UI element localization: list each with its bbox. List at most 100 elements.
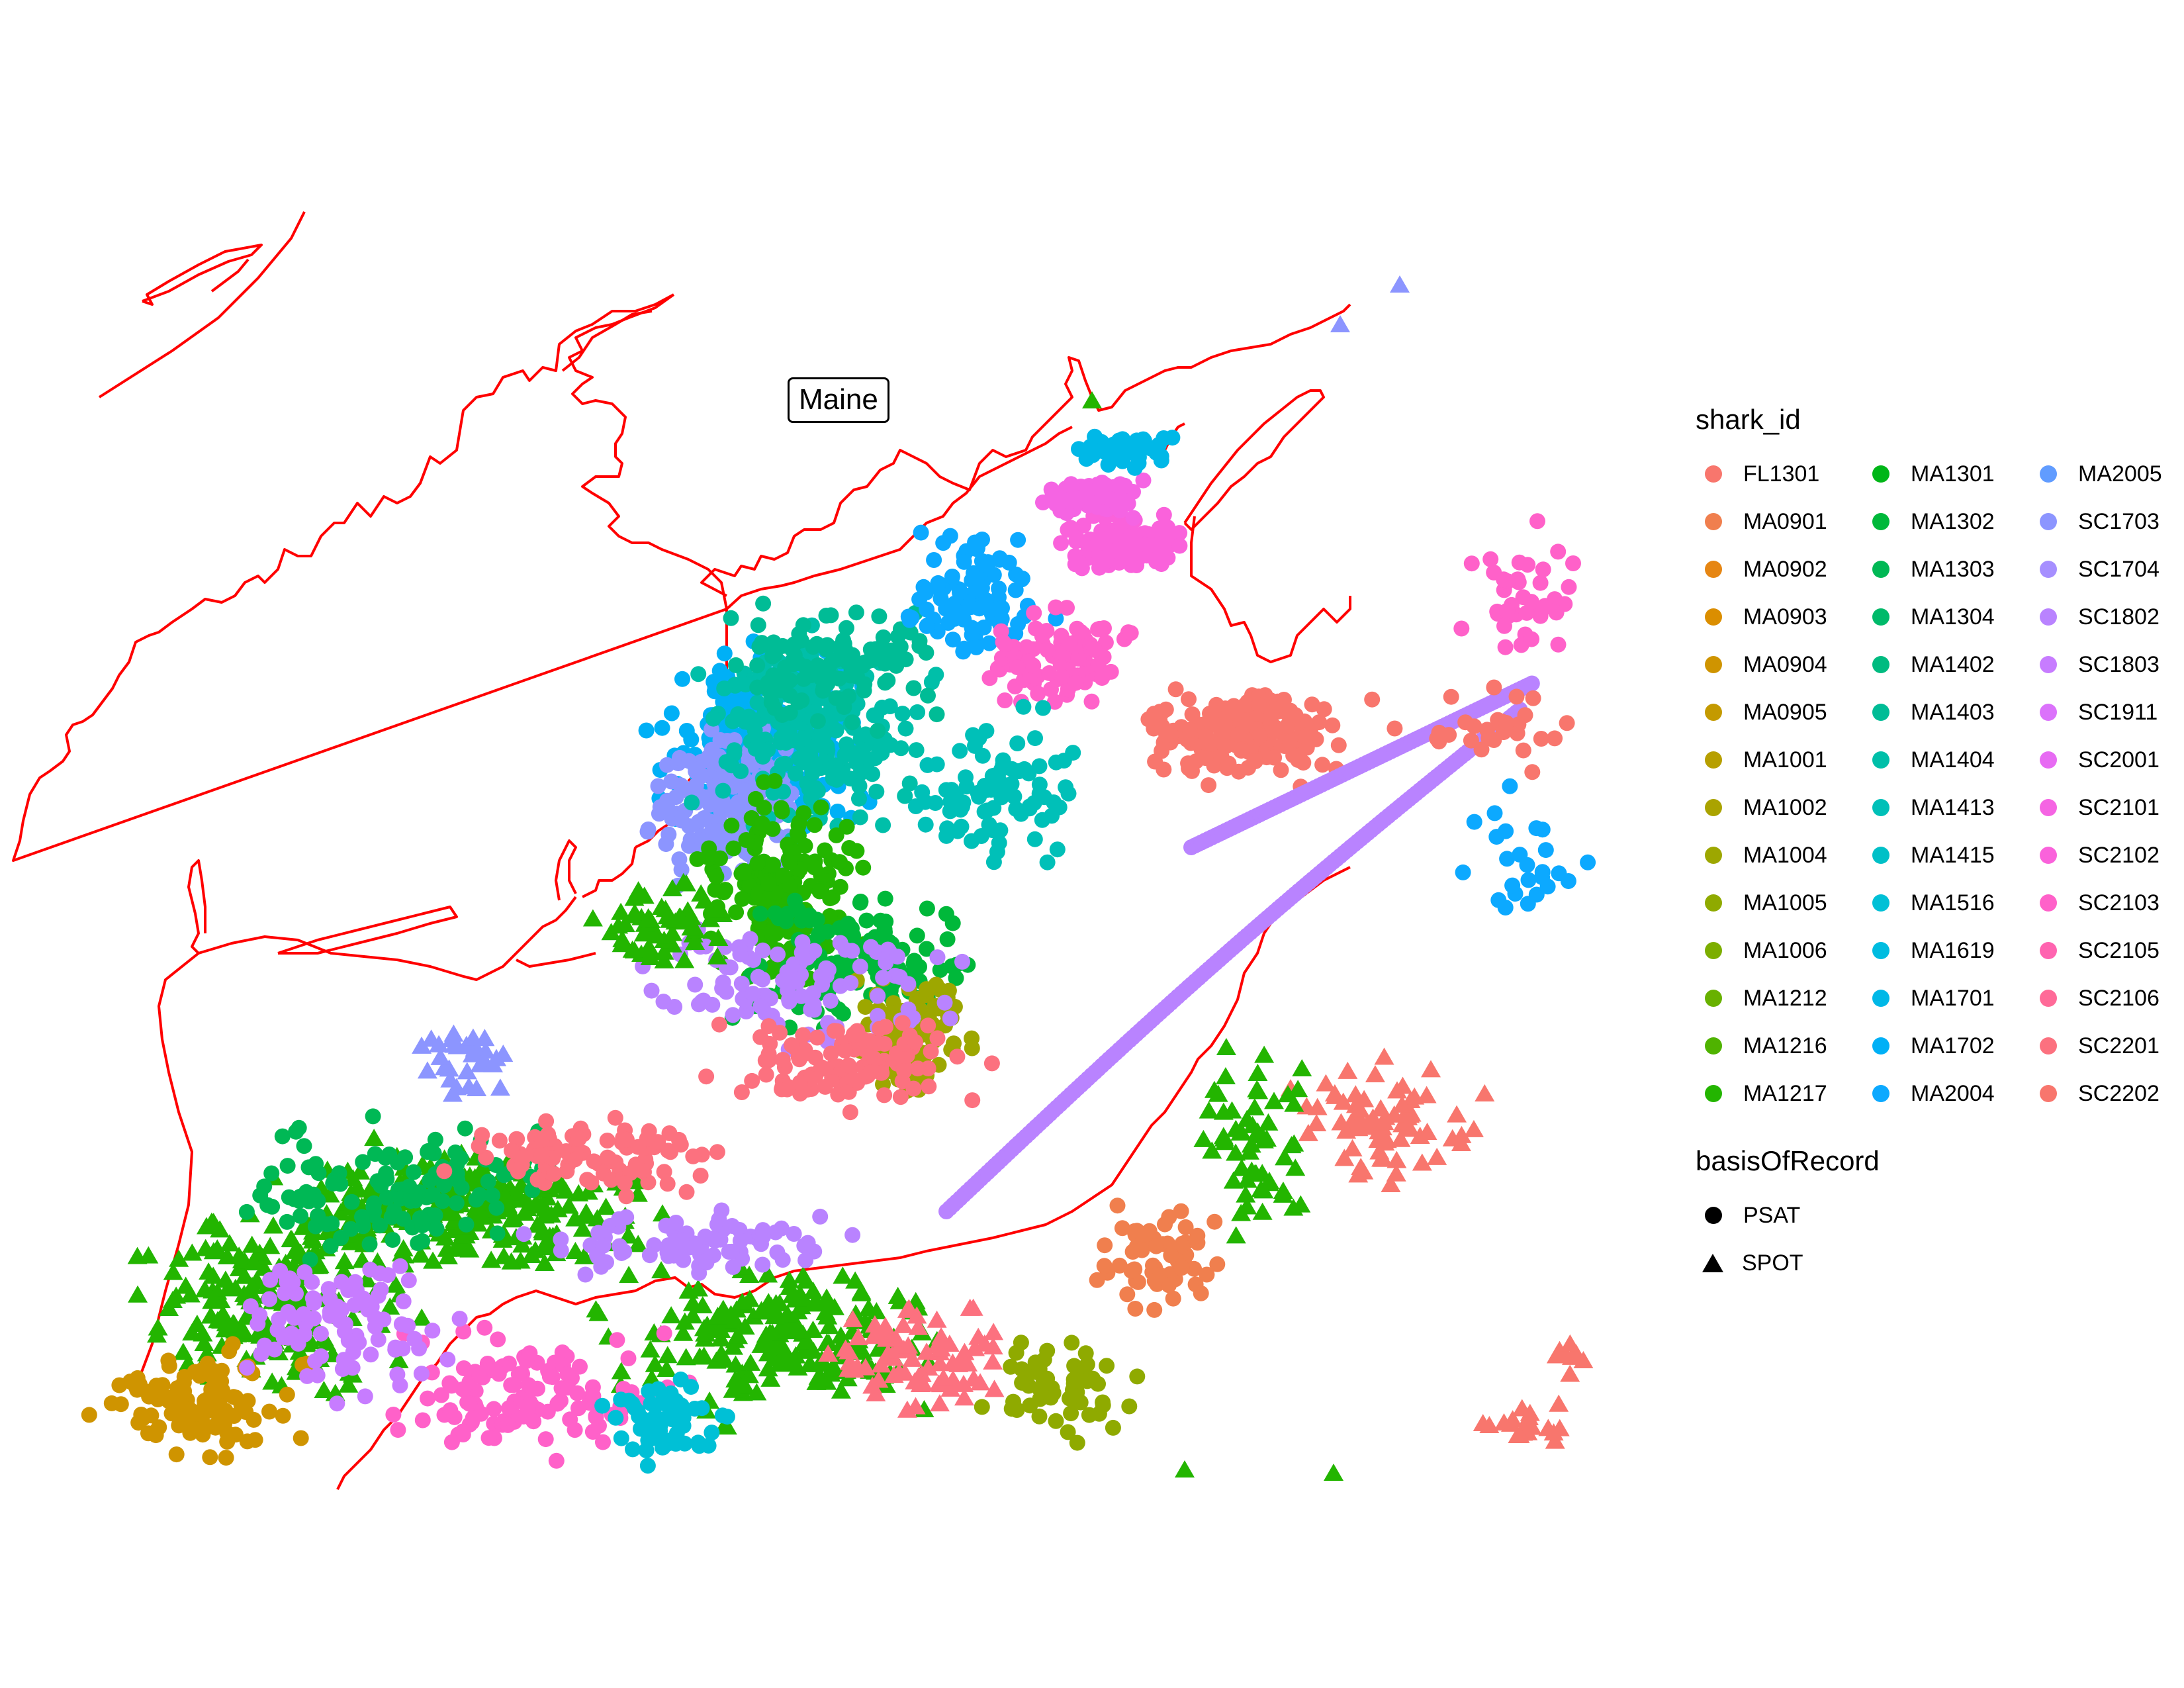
legend-title-shark-id: shark_id xyxy=(1696,404,1801,435)
detection-point xyxy=(1060,1424,1076,1440)
detection-point xyxy=(817,842,833,859)
detection-point xyxy=(1431,724,1447,741)
detection-point xyxy=(1082,439,1099,455)
detection-point xyxy=(310,1165,327,1182)
detection-point xyxy=(613,1430,629,1446)
detection-point xyxy=(674,1312,695,1330)
detection-point xyxy=(871,1355,891,1373)
detection-point xyxy=(905,680,922,696)
detection-point xyxy=(1494,1413,1514,1430)
detection-point xyxy=(1233,743,1250,759)
detection-point xyxy=(1189,1227,1206,1244)
legend-label: MA1004 xyxy=(1743,842,1827,868)
detection-point xyxy=(280,1329,296,1346)
detection-point xyxy=(457,1120,473,1137)
detection-point xyxy=(424,1323,441,1339)
detection-point xyxy=(813,661,830,677)
detection-point xyxy=(942,1353,963,1371)
detection-point xyxy=(410,1245,431,1263)
detection-point xyxy=(1013,1335,1029,1351)
legend-item-ma1702: MA1702 xyxy=(1863,1022,2030,1070)
detection-point xyxy=(1075,517,1092,534)
detection-point xyxy=(1230,726,1246,743)
detection-point xyxy=(871,640,887,657)
detection-point xyxy=(708,928,729,946)
detection-point xyxy=(334,1252,355,1270)
detection-point xyxy=(462,1045,482,1062)
detection-point xyxy=(1528,820,1545,837)
legend-item-ma1516: MA1516 xyxy=(1863,879,2030,927)
detection-point xyxy=(1463,732,1479,749)
detection-point xyxy=(944,915,961,931)
detection-point xyxy=(764,1307,785,1325)
detection-point xyxy=(427,1207,443,1223)
legend-label: MA2004 xyxy=(1911,1080,1995,1106)
legend-label: MA0903 xyxy=(1743,604,1827,630)
detection-point xyxy=(923,1043,939,1060)
detection-point xyxy=(971,600,987,617)
detection-point xyxy=(911,633,928,649)
detection-point xyxy=(907,1306,927,1324)
detection-point xyxy=(603,1172,619,1188)
detection-point xyxy=(732,1292,752,1310)
legend-item-ma0902: MA0902 xyxy=(1696,545,1863,593)
detection-point xyxy=(976,619,992,635)
detection-point xyxy=(732,1233,749,1249)
legend-label: SC1803 xyxy=(2078,651,2160,677)
legend-swatch xyxy=(1705,751,1722,769)
detection-point xyxy=(844,647,861,663)
detection-point xyxy=(909,704,926,720)
detection-point xyxy=(500,1417,516,1433)
detection-point xyxy=(964,627,980,643)
detection-point xyxy=(442,1402,459,1419)
detection-point xyxy=(1475,1084,1495,1102)
detection-point xyxy=(655,994,672,1010)
legend-label: SC2102 xyxy=(2078,842,2160,868)
detection-point xyxy=(343,1194,360,1210)
detection-point xyxy=(1202,1141,1222,1159)
detection-point xyxy=(832,878,848,895)
detection-point xyxy=(1374,1047,1394,1065)
detection-point xyxy=(1014,1374,1030,1391)
detection-point xyxy=(870,723,886,739)
detection-point xyxy=(1390,275,1410,293)
detection-point xyxy=(749,679,766,696)
detection-point xyxy=(1404,1087,1425,1105)
detection-point xyxy=(940,982,957,999)
detection-point xyxy=(242,1276,263,1294)
detection-point xyxy=(520,1401,536,1417)
detection-point xyxy=(1148,444,1165,461)
detection-point xyxy=(369,1311,386,1328)
detection-point xyxy=(1181,760,1197,776)
detection-point xyxy=(774,1340,795,1358)
detection-point xyxy=(193,1324,213,1342)
detection-point xyxy=(844,714,860,731)
detection-point xyxy=(180,1285,201,1303)
detection-point xyxy=(242,1298,259,1315)
legend-label: SC2105 xyxy=(2078,937,2160,963)
legend-title-basis-of-record: basisOfRecord xyxy=(1696,1145,1880,1176)
legend-item-ma1217: MA1217 xyxy=(1696,1070,1863,1117)
detection-point xyxy=(750,968,766,985)
legend-label: SC1911 xyxy=(2078,699,2158,725)
legend-swatch xyxy=(2040,942,2057,959)
detection-point xyxy=(370,1331,387,1348)
detection-point xyxy=(661,1306,682,1324)
detection-point xyxy=(779,1081,796,1098)
detection-point xyxy=(1374,1113,1394,1131)
detection-point xyxy=(293,1207,308,1224)
detection-point xyxy=(674,951,695,968)
detection-point xyxy=(1466,814,1482,830)
detection-point xyxy=(1208,717,1225,733)
detection-point xyxy=(733,763,749,780)
detection-point xyxy=(1103,528,1120,544)
legend-swatch xyxy=(1705,465,1722,483)
detection-point xyxy=(263,1216,283,1234)
detection-point xyxy=(1387,1081,1408,1099)
detection-point xyxy=(624,1395,641,1412)
detection-point xyxy=(215,1270,236,1288)
legend-label: MA2005 xyxy=(2078,461,2162,487)
detection-point xyxy=(1109,1197,1126,1214)
detection-point xyxy=(647,926,668,944)
detection-point xyxy=(1524,631,1540,647)
